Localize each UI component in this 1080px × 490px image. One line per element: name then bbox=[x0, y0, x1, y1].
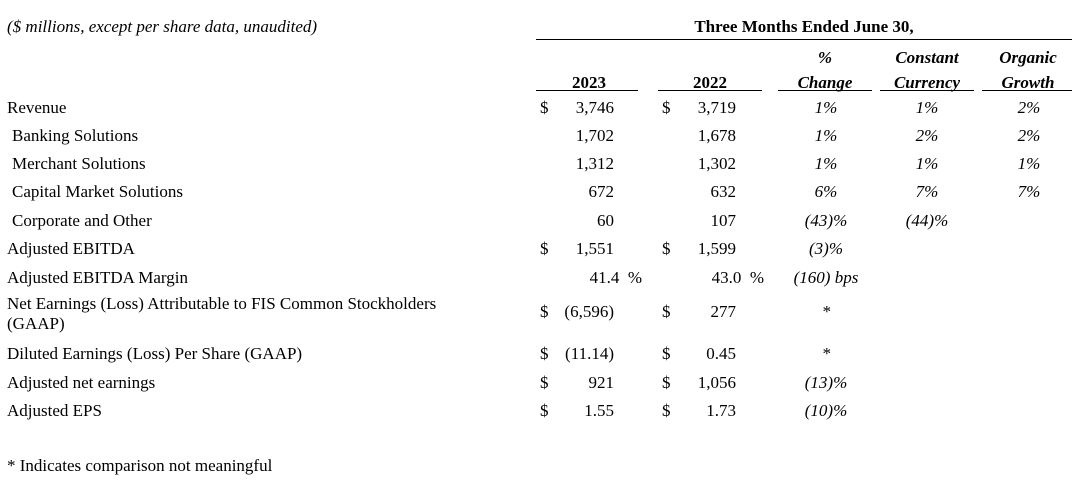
pct-change-value: 6% bbox=[814, 182, 838, 201]
currency-symbol-2022: $ bbox=[662, 373, 671, 392]
col-2022-header: 2022 bbox=[693, 73, 727, 92]
currency-symbol-2023: $ bbox=[540, 401, 549, 420]
organic-growth-value: 1% bbox=[1017, 154, 1041, 173]
pct-change-header-line1: % bbox=[817, 48, 833, 67]
row-label: Capital Market Solutions bbox=[12, 182, 183, 201]
currency-symbol-2022: $ bbox=[662, 344, 671, 363]
constant-currency-header-line2: Currency bbox=[893, 73, 961, 92]
value-2022: 107 bbox=[710, 211, 737, 230]
value-2023: 1.55 bbox=[584, 401, 614, 420]
constant-currency-value: 2% bbox=[915, 126, 939, 145]
currency-symbol-2022: $ bbox=[662, 98, 671, 117]
row-label: Diluted Earnings (Loss) Per Share (GAAP) bbox=[7, 344, 303, 363]
currency-symbol-2023: $ bbox=[540, 344, 549, 363]
value-2023: 1,551 bbox=[575, 239, 614, 258]
units-note: ($ millions, except per share data, unau… bbox=[7, 17, 318, 36]
value-2023: 921 bbox=[588, 373, 615, 392]
pct-change-value: (160) bps bbox=[793, 268, 859, 287]
pct-change-header-line2: Change bbox=[797, 73, 853, 92]
value-2023: 672 bbox=[588, 182, 615, 201]
value-2023: 60 bbox=[597, 211, 614, 230]
value-2022: 1,302 bbox=[697, 154, 736, 173]
row-label: Adjusted EBITDA bbox=[7, 239, 135, 258]
currency-symbol-2023: $ bbox=[540, 302, 549, 321]
organic-growth-underline bbox=[982, 90, 1072, 91]
pct-change-value: 1% bbox=[814, 126, 838, 145]
row-label: Revenue bbox=[7, 98, 67, 117]
value-2023: (11.14) bbox=[565, 344, 614, 363]
currency-symbol-2023: $ bbox=[540, 98, 549, 117]
value-2022: 1.73 bbox=[706, 401, 736, 420]
organic-growth-value: 2% bbox=[1017, 126, 1041, 145]
constant-currency-value: 1% bbox=[915, 98, 939, 117]
period-underline bbox=[536, 39, 1072, 40]
row-label: Merchant Solutions bbox=[12, 154, 146, 173]
pct-change-value: * bbox=[821, 302, 831, 321]
value-2022: 1,678 bbox=[697, 126, 736, 145]
period-header: Three Months Ended June 30, bbox=[694, 17, 914, 36]
value-2022: 0.45 bbox=[706, 344, 736, 363]
currency-symbol-2022: $ bbox=[662, 401, 671, 420]
constant-currency-value: (44)% bbox=[905, 211, 949, 230]
constant-currency-underline bbox=[880, 90, 974, 91]
pct-change-value: (10)% bbox=[804, 401, 848, 420]
value-2022: 277 bbox=[710, 302, 737, 321]
row-label: Banking Solutions bbox=[12, 126, 139, 145]
value-2022: 632 bbox=[710, 182, 737, 201]
constant-currency-header-line1: Constant bbox=[895, 48, 959, 67]
organic-growth-value: 2% bbox=[1017, 98, 1041, 117]
value-2023: (6,596) bbox=[564, 302, 614, 321]
organic-growth-value: 7% bbox=[1017, 182, 1041, 201]
col-2023-header: 2023 bbox=[572, 73, 606, 92]
pct-change-value: (13)% bbox=[804, 373, 848, 392]
currency-symbol-2023: $ bbox=[540, 239, 549, 258]
currency-symbol-2022: $ bbox=[662, 239, 671, 258]
value-2023: 1,702 bbox=[575, 126, 614, 145]
col-2023-underline bbox=[536, 90, 638, 91]
row-label: Net Earnings (Loss) Attributable to FIS … bbox=[7, 294, 437, 313]
value-2022: 1,599 bbox=[697, 239, 736, 258]
value-2023: 3,746 bbox=[575, 98, 614, 117]
constant-currency-value: 1% bbox=[915, 154, 939, 173]
constant-currency-value: 7% bbox=[915, 182, 939, 201]
organic-growth-header-line2: Growth bbox=[1001, 73, 1055, 92]
row-label-continued: (GAAP) bbox=[7, 314, 65, 333]
pct-change-value: (3)% bbox=[809, 239, 843, 258]
row-label: Adjusted EPS bbox=[7, 401, 102, 420]
pct-change-value: 1% bbox=[814, 98, 838, 117]
footnote: * Indicates comparison not meaningful bbox=[7, 456, 273, 475]
pct-change-value: * bbox=[821, 344, 831, 363]
value-2023: 1,312 bbox=[575, 154, 614, 173]
pct-change-value: (43)% bbox=[804, 211, 848, 230]
value-2022: 1,056 bbox=[697, 373, 736, 392]
value-2022: 3,719 bbox=[697, 98, 736, 117]
row-label: Adjusted net earnings bbox=[7, 373, 156, 392]
currency-symbol-2022: $ bbox=[662, 302, 671, 321]
pct-change-underline bbox=[778, 90, 872, 91]
value-2022: 43.0 % bbox=[711, 268, 764, 287]
pct-change-value: 1% bbox=[814, 154, 838, 173]
row-label: Corporate and Other bbox=[12, 211, 152, 230]
currency-symbol-2023: $ bbox=[540, 373, 549, 392]
col-2022-underline bbox=[658, 90, 762, 91]
organic-growth-header-line1: Organic bbox=[999, 48, 1057, 67]
row-label: Adjusted EBITDA Margin bbox=[7, 268, 189, 287]
value-2023: 41.4 % bbox=[589, 268, 642, 287]
